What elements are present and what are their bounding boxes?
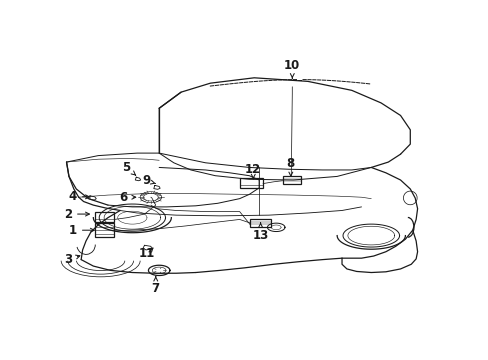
Text: 10: 10 xyxy=(284,59,300,78)
Text: 12: 12 xyxy=(244,163,261,179)
Bar xyxy=(250,219,270,226)
Text: 6: 6 xyxy=(119,191,136,204)
Text: 11: 11 xyxy=(139,247,155,260)
Bar xyxy=(282,176,301,184)
Text: 9: 9 xyxy=(142,174,155,187)
Text: 5: 5 xyxy=(122,161,135,175)
Text: 7: 7 xyxy=(151,276,160,295)
Text: 1: 1 xyxy=(69,224,94,237)
Text: 8: 8 xyxy=(286,157,294,176)
Text: 2: 2 xyxy=(64,208,89,221)
Text: 13: 13 xyxy=(252,223,268,242)
Text: 4: 4 xyxy=(69,190,89,203)
Bar xyxy=(239,178,263,188)
Text: 3: 3 xyxy=(64,253,80,266)
